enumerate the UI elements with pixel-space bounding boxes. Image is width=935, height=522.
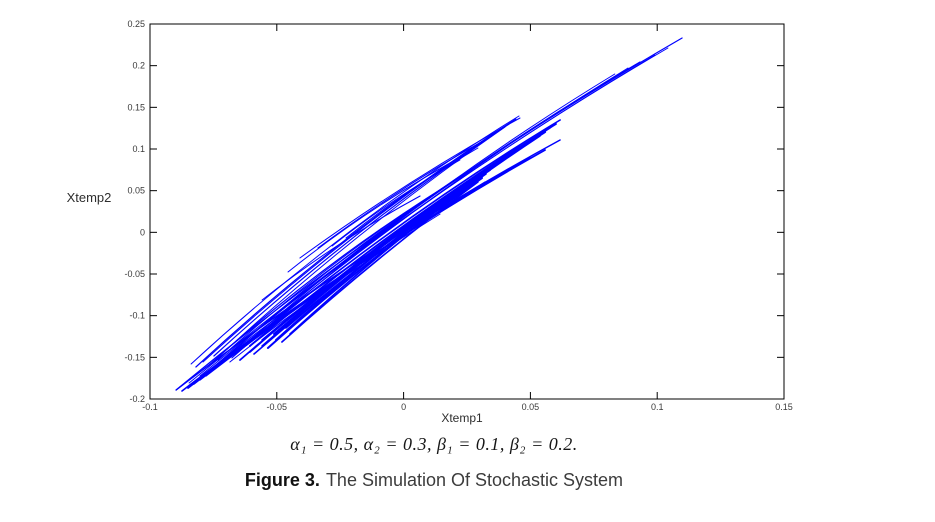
trajectory-strand [261,195,421,301]
trajectory-strand [231,73,616,359]
y-tick-label: 0.2 [132,61,145,71]
x-tick-label: 0.1 [651,402,664,412]
y-tick-label: 0.25 [127,19,145,29]
trajectory-strand [331,159,461,247]
trajectory-strand [287,151,471,273]
y-tick-label: -0.1 [129,311,145,321]
trajectory-strand [229,213,441,363]
parameters-line: α₁ = 0.5, α₂ = 0.3, β₁ = 0.1, β₂ = 0.2. [290,434,578,454]
axes-box [149,23,785,400]
trajectory-strand [237,119,561,353]
plot-box [149,23,785,400]
trajectory [175,37,683,392]
y-tick-label: -0.15 [124,352,145,362]
trajectory-strand [209,221,421,371]
phase-plot-canvas: -0.1 -0.05 0 0.05 0.1 0.15 -0.2 -0.15 -0.1 -0.05 0… [124,19,792,412]
y-tick-label: 0.15 [127,102,145,112]
figure-number: Figure 3. [244,470,320,490]
x-tick-label: 0.15 [775,402,793,412]
x-tick-label: 0 [401,402,406,412]
y-tick-label: -0.2 [129,394,145,404]
trajectory-strand [202,120,514,363]
x-tick-label: -0.1 [142,402,158,412]
trajectory-strand [317,135,493,249]
figure-caption-text: The Simulation Of Stochastic System [325,470,624,490]
y-tick-label: 0 [140,227,145,237]
x-tick-label: -0.05 [267,402,288,412]
x-tick-label: 0.05 [522,402,540,412]
y-axis-label: Xtemp2 [66,190,112,205]
trajectory-strand [205,181,486,377]
y-tick-label: 0.1 [132,144,145,154]
trajectory-strand [345,147,479,239]
trajectory-strand [181,149,546,392]
trajectory-strand [266,177,483,349]
x-axis-label: Xtemp1 [441,411,483,425]
figure-caption: Figure 3. The Simulation Of Stochastic Sy… [0,470,868,491]
tick-labels: -0.1 -0.05 0 0.05 0.1 0.15 -0.2 -0.15 -0.1 -0.05 0… [124,19,792,412]
trajectory-strand [213,123,510,357]
y-tick-label: 0.05 [127,186,145,196]
trajectory-strand [299,117,521,259]
y-tick-label: -0.05 [124,269,145,279]
